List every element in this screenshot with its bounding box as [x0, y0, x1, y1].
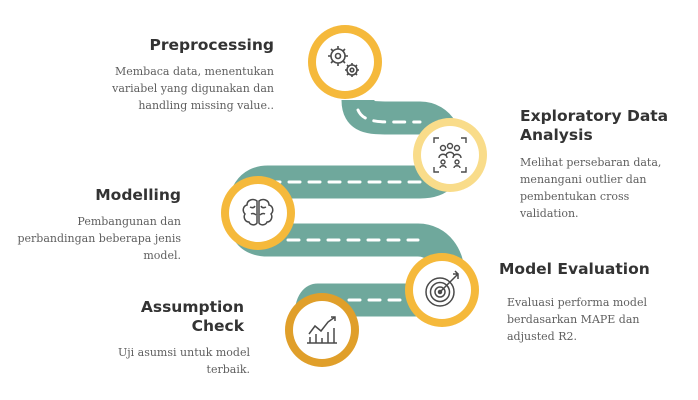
preprocessing-title: Preprocessing [149, 36, 275, 54]
evaluation-description: Evaluasi performa model berdasarkan MAPE… [507, 296, 647, 343]
assumption-node [285, 293, 359, 367]
eda-description: Melihat persebaran data, menangani outli… [520, 156, 662, 220]
line-chart-icon [307, 316, 337, 344]
assumption-description: Uji asumsi untuk model terbaik. [117, 346, 250, 376]
evaluation-title: Model Evaluation [499, 260, 650, 278]
gears-icon [328, 46, 359, 77]
modelling-node [221, 176, 295, 250]
eda-node [413, 118, 487, 192]
eda-title: Exploratory Data Analysis [520, 107, 669, 144]
assumption-title: Assumption Check [140, 298, 244, 335]
target-icon [425, 270, 459, 307]
preprocessing-description: Membaca data, menentukan variabel yang d… [112, 65, 274, 112]
brain-icon [242, 198, 274, 226]
preprocessing-node [308, 25, 382, 99]
people-network-icon [433, 137, 467, 173]
evaluation-node [405, 253, 479, 327]
modelling-title: Modelling [95, 186, 181, 204]
modelling-description: Pembangunan dan perbandingan beberapa je… [17, 215, 181, 262]
